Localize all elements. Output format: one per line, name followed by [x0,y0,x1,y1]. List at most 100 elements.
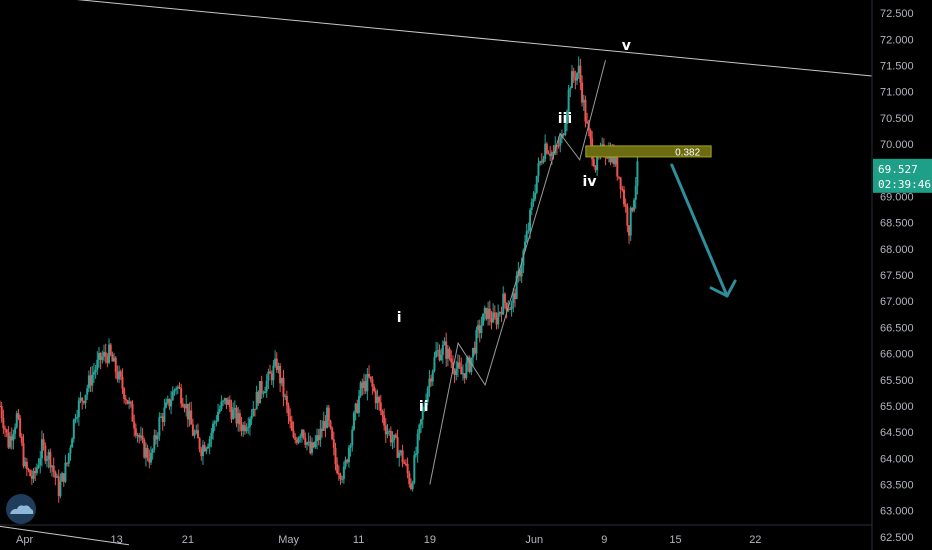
candle [237,406,240,432]
candle [305,441,308,451]
candle [549,145,552,162]
candle [478,319,481,343]
candle [495,312,498,330]
candle [113,352,116,362]
candle [461,364,464,381]
trendline-2[interactable] [0,525,130,546]
candle [133,414,136,437]
candle [0,400,1,408]
candle [27,467,30,473]
candle [349,443,352,457]
candle [280,377,283,387]
candle [64,454,67,484]
candle [215,415,218,427]
candle [149,446,152,466]
time-axis[interactable]: Apr 13 21 May 11 19 Jun 9 15 22 [0,524,872,546]
candle [346,458,349,464]
candle [175,386,178,395]
candle [25,457,28,477]
candle [72,418,75,443]
candle [418,423,421,441]
candle [399,449,402,456]
candle [403,459,406,465]
candle [460,357,463,375]
candle [404,459,407,467]
candle [74,413,77,424]
price-tick: 69.000 [880,191,914,203]
candle [475,326,478,361]
time-tick: 9 [601,534,607,546]
candle [316,428,319,450]
candle [493,305,496,320]
candle [274,350,277,368]
candle [321,420,324,438]
candle [527,222,530,234]
candle [582,94,585,112]
price-tick: 67.500 [880,270,914,282]
candle [87,370,90,393]
candle [431,369,434,386]
candle [94,365,97,379]
candle [257,390,260,407]
candle [569,86,572,98]
price-axis[interactable]: 62.500 63.000 63.500 64.000 64.500 65.000 65.5… [880,8,914,544]
candle [584,95,587,128]
candle [299,433,302,443]
candle [270,370,273,386]
candle [579,58,582,91]
candle [332,431,335,456]
candle [470,357,473,376]
candle [228,395,231,413]
price-tick: 71.000 [880,87,914,99]
candle [421,403,424,429]
time-tick: Jun [525,534,543,546]
candle [500,306,503,323]
candle [208,436,211,455]
candle [81,397,84,410]
candle [426,385,429,405]
candle [445,332,448,367]
candle [508,307,511,311]
candle [114,355,117,379]
candle [146,444,149,462]
arrow-shaft[interactable] [670,163,729,298]
candle [440,348,443,362]
candle [396,429,399,459]
price-tick: 70.000 [880,139,914,151]
price-tick: 64.500 [880,427,914,439]
time-tick: 21 [182,534,194,546]
candle [193,429,196,439]
candle [589,128,592,146]
candle [222,399,225,407]
candle [586,112,589,125]
wave-polyline[interactable] [429,60,606,485]
candle [188,402,191,427]
candle [30,469,33,485]
price-tick: 66.000 [880,349,914,361]
candle [191,418,194,437]
candle [317,429,320,446]
candle [394,433,397,439]
candle [269,364,272,374]
candle [519,268,522,282]
trendline-1[interactable] [0,0,873,77]
candle [220,395,223,412]
tradingview-cloud-icon[interactable] [6,494,36,524]
candle [259,380,262,404]
candle [564,115,567,137]
candle [170,391,173,415]
candle [532,191,535,207]
candle [289,408,292,429]
candle [485,307,488,321]
candle [537,157,540,183]
candle [181,397,184,408]
candle [19,414,22,438]
fib-zone[interactable] [585,145,712,158]
candle [292,421,295,439]
candle [472,347,475,366]
candle [180,383,183,408]
candle [336,457,339,475]
candle [92,363,95,383]
